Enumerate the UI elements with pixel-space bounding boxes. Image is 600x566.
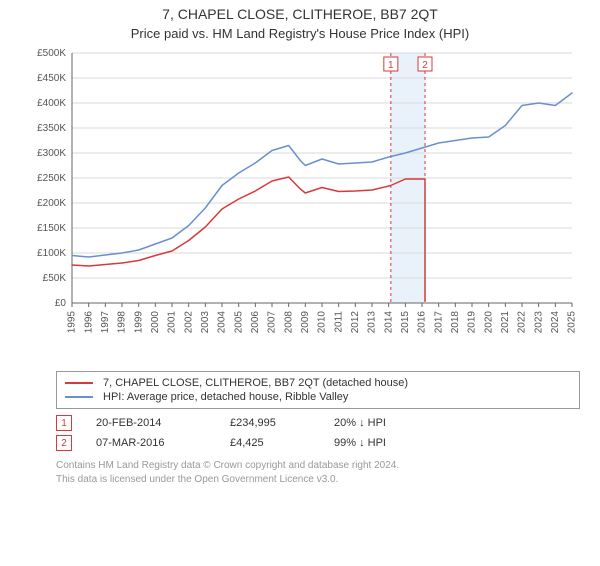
y-tick-label: £150K (37, 223, 66, 234)
footer-line-1: Contains HM Land Registry data © Crown c… (56, 459, 580, 473)
x-tick-label: 1999 (133, 311, 144, 334)
x-tick-label: 2001 (167, 311, 178, 334)
sale-price: £4,425 (230, 437, 310, 449)
x-tick-label: 2002 (183, 311, 194, 334)
x-tick-label: 1996 (83, 311, 94, 334)
legend-swatch (65, 382, 93, 384)
x-tick-label: 2003 (200, 311, 211, 334)
y-tick-label: £50K (43, 273, 67, 284)
x-tick-label: 2017 (433, 311, 444, 334)
x-tick-label: 2005 (233, 311, 244, 334)
y-tick-label: £250K (37, 173, 66, 184)
sale-delta: 20% ↓ HPI (334, 417, 444, 429)
sale-date: 20-FEB-2014 (96, 417, 206, 429)
y-tick-label: £350K (37, 123, 66, 134)
x-tick-label: 2006 (250, 311, 261, 334)
page-title: 7, CHAPEL CLOSE, CLITHEROE, BB7 2QT (0, 6, 600, 22)
x-tick-label: 2012 (350, 311, 361, 334)
x-tick-label: 2004 (217, 311, 228, 334)
x-tick-label: 2015 (400, 311, 411, 334)
x-tick-label: 2020 (483, 311, 494, 334)
legend-label: HPI: Average price, detached house, Ribb… (103, 391, 348, 403)
x-tick-label: 2024 (550, 311, 561, 334)
x-tick-label: 2000 (150, 311, 161, 334)
sale-date: 07-MAR-2016 (96, 437, 206, 449)
y-tick-label: £450K (37, 73, 66, 84)
sale-row: 2 07-MAR-2016 £4,425 99% ↓ HPI (56, 433, 580, 453)
x-tick-label: 2008 (283, 311, 294, 334)
x-tick-label: 2019 (467, 311, 478, 334)
x-tick-label: 2025 (567, 311, 578, 334)
sale-badge: 1 (56, 415, 72, 431)
y-tick-label: £200K (37, 198, 66, 209)
x-tick-label: 2009 (300, 311, 311, 334)
y-tick-label: £0 (55, 298, 67, 309)
x-tick-label: 2010 (317, 311, 328, 334)
sales-list: 1 20-FEB-2014 £234,995 20% ↓ HPI 2 07-MAR-201… (56, 413, 580, 453)
x-tick-label: 2021 (500, 311, 511, 334)
sale-delta: 99% ↓ HPI (334, 437, 444, 449)
x-tick-label: 2011 (333, 311, 344, 333)
x-tick-label: 2018 (450, 311, 461, 334)
y-tick-label: £100K (37, 248, 66, 259)
series-property (72, 177, 425, 301)
x-tick-label: 2014 (383, 311, 394, 334)
x-tick-label: 2016 (417, 311, 428, 334)
footer-attribution: Contains HM Land Registry data © Crown c… (56, 459, 580, 486)
page-subtitle: Price paid vs. HM Land Registry's House … (0, 26, 600, 41)
legend-item: HPI: Average price, detached house, Ribb… (65, 390, 571, 404)
x-tick-label: 2022 (517, 311, 528, 334)
x-tick-label: 1997 (100, 311, 111, 334)
footer-line-2: This data is licensed under the Open Gov… (56, 473, 580, 487)
x-tick-label: 2007 (267, 311, 278, 334)
x-tick-label: 1998 (117, 311, 128, 334)
x-tick-label: 1995 (67, 311, 78, 334)
legend-item: 7, CHAPEL CLOSE, CLITHEROE, BB7 2QT (det… (65, 376, 571, 390)
y-tick-label: £400K (37, 98, 66, 109)
y-tick-label: £300K (37, 148, 66, 159)
x-tick-label: 2013 (367, 311, 378, 334)
sale-badge: 2 (56, 435, 72, 451)
legend-label: 7, CHAPEL CLOSE, CLITHEROE, BB7 2QT (det… (103, 377, 408, 389)
price-chart: £0 £50K £100K £150K £200K £250K £300K £350K £400… (20, 45, 580, 365)
y-tick-label: £500K (37, 48, 66, 59)
sale-price: £234,995 (230, 417, 310, 429)
legend-swatch (65, 396, 93, 398)
sale-row: 1 20-FEB-2014 £234,995 20% ↓ HPI (56, 413, 580, 433)
series-hpi (72, 93, 572, 257)
legend: 7, CHAPEL CLOSE, CLITHEROE, BB7 2QT (det… (56, 371, 580, 409)
x-tick-label: 2023 (533, 311, 544, 334)
chart-svg: £0 £50K £100K £150K £200K £250K £300K £350K £400… (20, 45, 580, 365)
sale-marker-badge-label: 2 (422, 60, 428, 71)
sale-marker-badge-label: 1 (388, 60, 394, 71)
